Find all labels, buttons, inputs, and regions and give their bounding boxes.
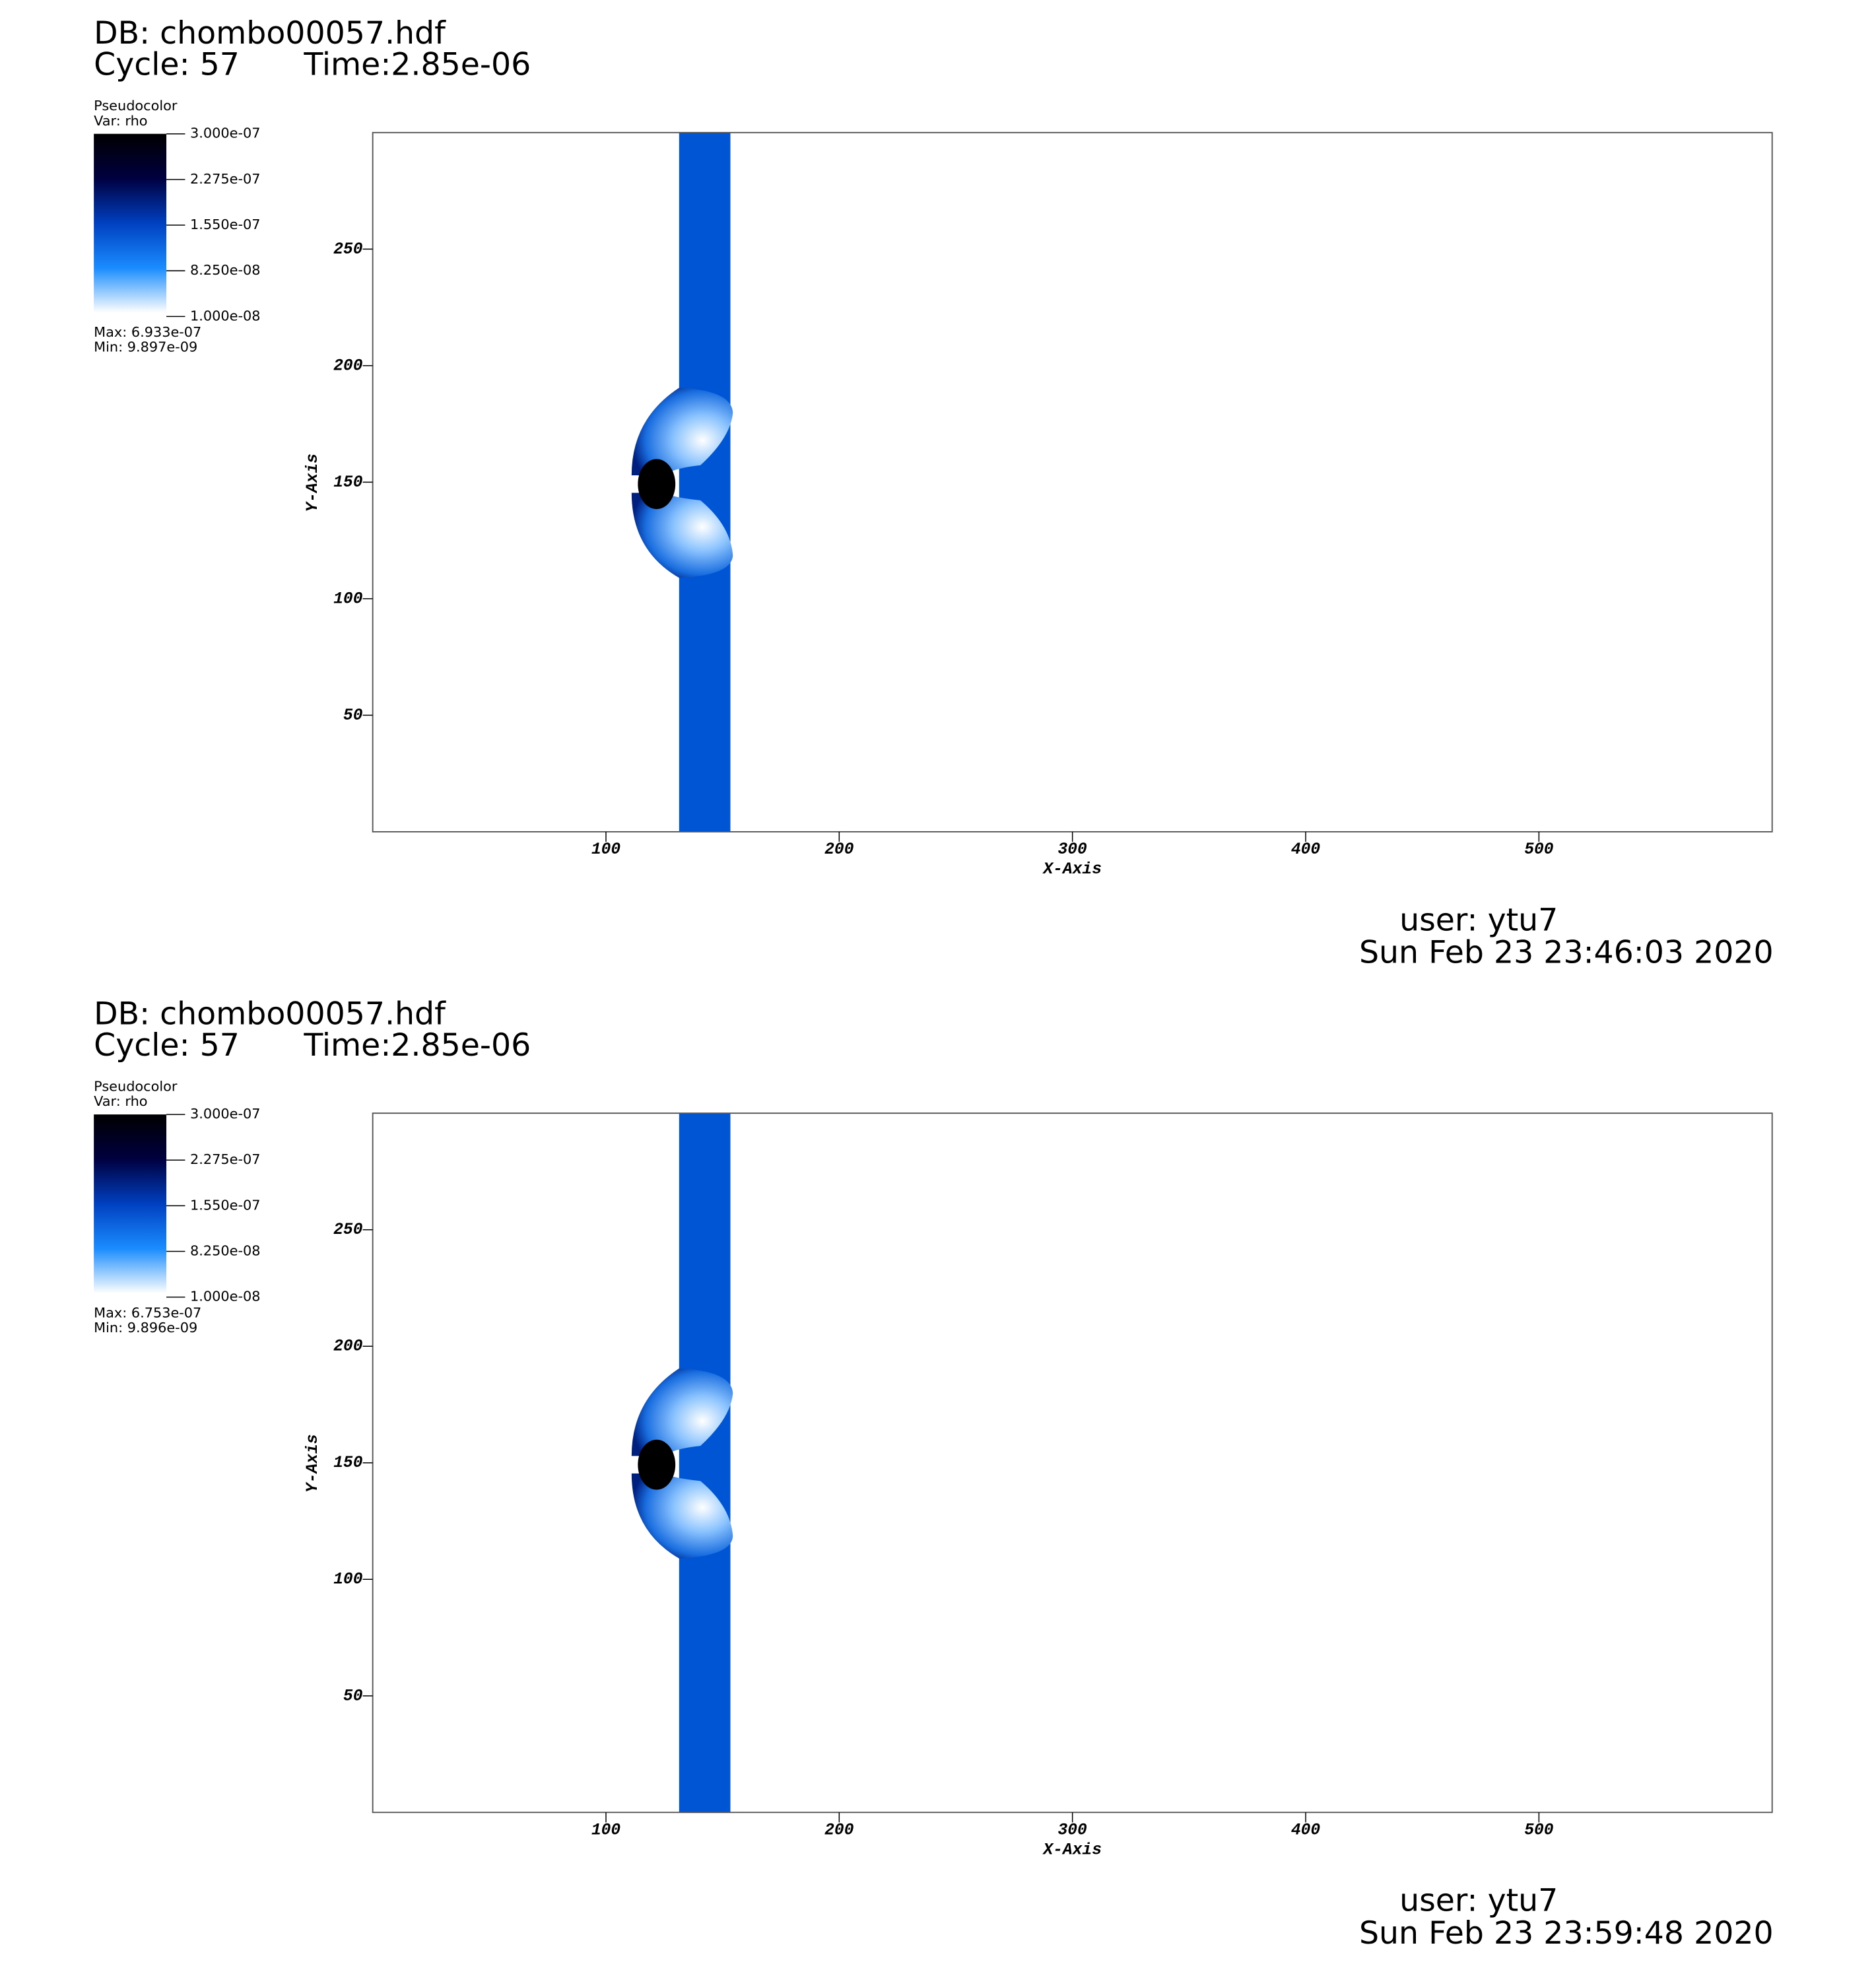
x-axis-label: X-Axis — [1042, 861, 1102, 879]
field-lobe — [631, 1368, 733, 1456]
field-lobe — [631, 1473, 733, 1559]
y-tick-label: 250 — [333, 1221, 363, 1239]
legend-title: Pseudocolor — [94, 98, 178, 114]
x-tick-label: 100 — [591, 1821, 621, 1839]
x-tick-label: 400 — [1291, 841, 1321, 859]
user: user: ytu7 — [1399, 1883, 1558, 1919]
colorbar — [94, 1114, 167, 1294]
colorbar-tick-label: 1.000e-08 — [190, 308, 260, 323]
max-label: Max: 6.753e-07 — [94, 1305, 201, 1320]
plot-frame — [372, 131, 1773, 832]
y-tick-label: 150 — [333, 1454, 363, 1472]
x-axis-label: X-Axis — [1042, 1842, 1102, 1860]
x-tick-label: 200 — [824, 841, 854, 859]
x-tick-label: 200 — [824, 1821, 854, 1839]
colorbar-tick-label: 1.550e-07 — [190, 217, 260, 232]
colorbar-tick-label: 2.275e-07 — [190, 1151, 260, 1167]
y-tick-label: 100 — [333, 590, 363, 608]
date: Sun Feb 23 23:59:48 2020 — [1359, 1915, 1774, 1952]
db-title: DB: chombo00057.hdf — [94, 996, 446, 1032]
x-tick-label: 100 — [591, 841, 621, 859]
colorbar-tick-label: 8.250e-08 — [190, 262, 260, 278]
max-label: Max: 6.933e-07 — [94, 324, 201, 340]
colorbar — [94, 133, 167, 313]
x-tick-label: 300 — [1058, 841, 1088, 859]
colorbar-tick-label: 2.275e-07 — [190, 171, 260, 187]
y-tick-label: 200 — [333, 357, 363, 375]
cycle: Cycle: 57 — [94, 1027, 240, 1064]
field-lobe — [631, 493, 733, 578]
x-tick-label: 300 — [1058, 1821, 1088, 1839]
field-lobe — [631, 388, 733, 475]
y-tick-label: 50 — [343, 1687, 363, 1705]
field-band — [679, 1113, 731, 1813]
db-title: DB: chombo00057.hdf — [94, 15, 446, 51]
plot-frame — [372, 1112, 1773, 1814]
colorbar-tick-label: 3.000e-07 — [190, 125, 260, 141]
field-core — [638, 1439, 676, 1490]
colorbar-tick-label: 3.000e-07 — [190, 1106, 260, 1122]
colorbar-tick-label: 1.000e-08 — [190, 1289, 260, 1305]
y-tick-label: 50 — [343, 707, 363, 725]
time: Time:2.85e-06 — [303, 1027, 531, 1064]
x-tick-label: 400 — [1291, 1821, 1321, 1839]
date: Sun Feb 23 23:46:03 2020 — [1359, 935, 1774, 971]
field-band — [679, 132, 731, 832]
y-tick-label: 250 — [333, 241, 363, 259]
user: user: ytu7 — [1399, 902, 1558, 938]
colorbar-tick-label: 1.550e-07 — [190, 1197, 260, 1213]
cycle: Cycle: 57 — [94, 46, 240, 83]
min-label: Min: 9.897e-09 — [94, 339, 197, 355]
time: Time:2.85e-06 — [303, 46, 531, 83]
legend-variable: Var: rho — [94, 113, 147, 129]
y-axis-label: Y-Axis — [304, 1434, 322, 1493]
y-axis-label: Y-Axis — [304, 454, 322, 512]
x-tick-label: 500 — [1524, 841, 1554, 859]
legend-variable: Var: rho — [94, 1093, 147, 1109]
legend-title: Pseudocolor — [94, 1078, 178, 1094]
colorbar-tick-label: 8.250e-08 — [190, 1243, 260, 1259]
y-tick-label: 200 — [333, 1338, 363, 1356]
min-label: Min: 9.896e-09 — [94, 1320, 197, 1336]
y-tick-label: 150 — [333, 474, 363, 492]
y-tick-label: 100 — [333, 1571, 363, 1589]
field-core — [638, 459, 676, 510]
x-tick-label: 500 — [1524, 1821, 1554, 1839]
